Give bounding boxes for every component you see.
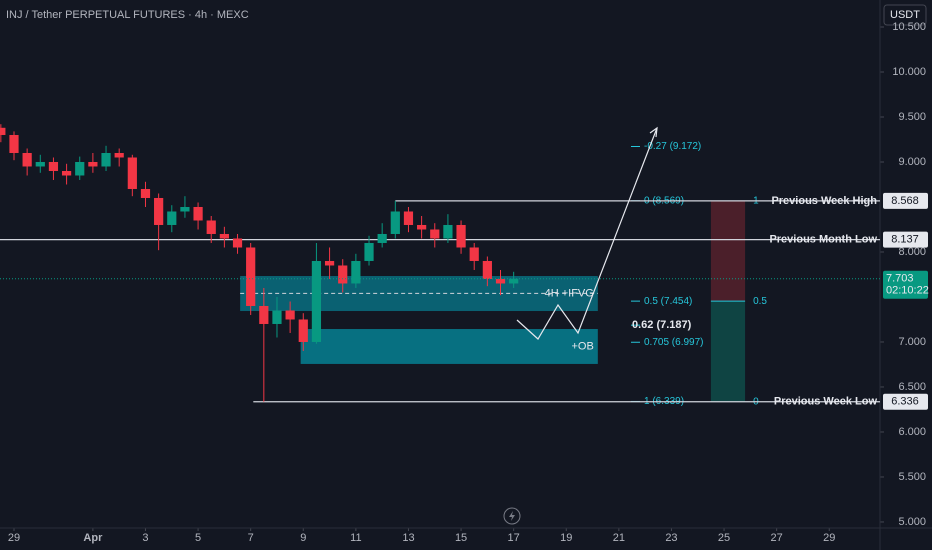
y-tick-label: 8.000 (898, 246, 926, 258)
y-tick-label: 5.500 (898, 471, 926, 483)
y-tick-label: 9.000 (898, 156, 926, 168)
candle-body (75, 161, 85, 176)
candle-body (482, 260, 492, 279)
candle-body (390, 211, 400, 234)
candle-body (259, 305, 269, 324)
x-tick-label: 19 (560, 532, 572, 544)
x-tick-label: 11 (350, 532, 361, 544)
candle-body (232, 238, 243, 248)
candle-body (377, 233, 387, 243)
candle-body (338, 265, 348, 284)
fib-label: -0.27 (9.172) (644, 141, 701, 152)
candle-body (140, 188, 151, 198)
x-tick-label: 17 (508, 532, 520, 544)
candle-body (193, 206, 203, 221)
level-tag-label: 8.137 (891, 234, 919, 246)
zone-label: +OB (571, 340, 593, 352)
y-tick-label: 7.000 (898, 336, 926, 348)
chart-title: INJ / Tether PERPETUAL FUTURES · 4h · ME… (6, 9, 249, 21)
level-tag (883, 192, 928, 209)
replay-icon[interactable] (503, 507, 521, 525)
x-tick-label: 29 (8, 532, 20, 544)
target-zone (710, 301, 746, 402)
stop-zone (710, 200, 746, 302)
x-tick-label: 7 (248, 532, 254, 544)
x-tick-label: 29 (823, 532, 835, 544)
currency-label[interactable]: USDT (890, 9, 920, 21)
y-tick-label: 9.500 (898, 111, 926, 123)
x-tick-label: 9 (300, 532, 306, 544)
candle-body (114, 152, 124, 158)
projection-path (516, 127, 658, 340)
level-name: Previous Month Low (769, 234, 877, 246)
y-tick-label: 10.000 (892, 66, 926, 78)
candle-body (219, 233, 229, 239)
candle-body (403, 211, 414, 225)
candle-body (48, 161, 59, 171)
candle-body (180, 206, 190, 212)
zone-label: 4H +IFVG (545, 287, 594, 299)
candle-body (430, 229, 440, 239)
level-tag (883, 231, 928, 248)
candle-body (469, 247, 479, 261)
candle-body (495, 278, 506, 284)
candle-body (324, 260, 335, 266)
fib-label: 0.5 (7.454) (644, 296, 692, 307)
x-tick-label: 25 (718, 532, 730, 544)
candle-body (417, 224, 427, 230)
candle-body (246, 247, 256, 306)
zone (300, 329, 598, 364)
x-tick-label: 5 (195, 532, 201, 544)
level-tag-label: 6.336 (891, 396, 919, 408)
x-tick-label: 15 (455, 532, 467, 544)
x-tick-label: 13 (402, 532, 414, 544)
level-name: Previous Week High (771, 195, 877, 207)
candle-body (127, 157, 137, 189)
candle-body (364, 242, 374, 261)
candle-body (285, 310, 295, 320)
fib-label: 0.705 (6.997) (644, 337, 704, 348)
candle-body (101, 152, 111, 167)
candle-body (351, 260, 361, 284)
candle-body (272, 310, 282, 324)
candle-body (154, 197, 164, 225)
replay-icon-bolt (509, 511, 515, 521)
countdown-label: 02:10:22 (886, 285, 929, 297)
candle-body (88, 161, 98, 167)
candle-body (35, 161, 45, 167)
level-name: Previous Week Low (774, 396, 878, 408)
candle-body (167, 211, 177, 225)
current-price-label: 7.703 (886, 273, 914, 285)
candle-body (9, 134, 19, 153)
y-tick-label: 6.500 (898, 381, 926, 393)
fib-label: 0.62 (7.187) (632, 319, 692, 331)
position-label: 0.5 (753, 296, 767, 307)
candle-body (206, 220, 216, 234)
x-tick-label: 23 (665, 532, 677, 544)
projection-arrowhead (649, 126, 658, 138)
current-price-tag (883, 270, 928, 299)
x-tick-label: 3 (142, 532, 148, 544)
y-tick-label: 5.000 (898, 516, 926, 528)
x-tick-label: 21 (613, 532, 625, 544)
candle-body (0, 127, 6, 135)
candle-body (311, 260, 322, 342)
y-tick-label: 6.000 (898, 426, 926, 438)
candle-body (22, 152, 32, 167)
currency-button[interactable] (883, 4, 927, 26)
y-tick-label: 10.500 (892, 21, 926, 33)
candle-body (61, 170, 72, 176)
candle-body (443, 224, 453, 239)
level-tag-label: 8.568 (891, 195, 919, 207)
candle-body (456, 224, 466, 248)
x-tick-label: Apr (83, 532, 103, 544)
candle-body (298, 319, 308, 342)
candle-body (509, 278, 519, 284)
x-tick-label: 27 (771, 532, 783, 544)
level-tag (883, 393, 928, 410)
